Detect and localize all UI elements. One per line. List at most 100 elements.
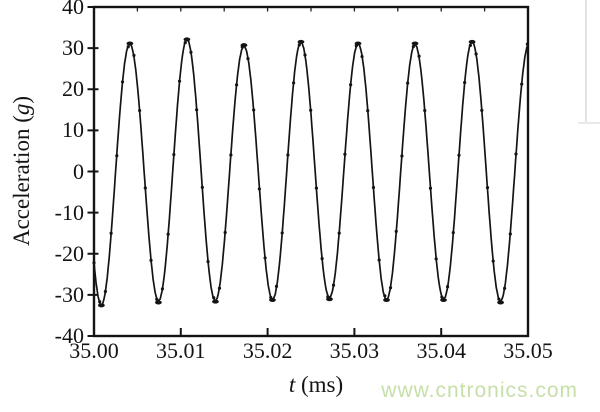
sample-point-marker — [234, 83, 239, 87]
sample-point-marker — [115, 154, 119, 158]
sample-point-marker — [411, 45, 415, 49]
sample-point-marker — [269, 295, 273, 300]
sample-point-marker — [463, 80, 467, 85]
sample-point-marker — [223, 230, 227, 235]
sample-point-marker — [417, 54, 421, 58]
sample-point-marker — [103, 289, 108, 294]
sample-point-marker — [423, 108, 427, 113]
y-tick-label: 20 — [62, 76, 84, 102]
sample-point-marker — [172, 152, 176, 157]
y-axis-title-close: ) — [9, 95, 34, 104]
sample-point-marker — [474, 52, 478, 56]
sample-point-marker — [177, 79, 182, 83]
sample-point-marker — [525, 42, 530, 46]
y-tick-label: 10 — [62, 117, 84, 143]
trace-extremum-blob — [155, 300, 162, 305]
sample-point-marker — [309, 108, 313, 112]
sample-point-marker — [491, 259, 495, 263]
trace-extremum-blob — [497, 300, 504, 305]
sample-point-marker — [229, 153, 233, 157]
y-axis-title-text: Acceleration ( — [9, 115, 34, 247]
y-axis-unit-symbol: g — [9, 103, 34, 116]
sample-point-marker — [138, 108, 142, 113]
y-tick-label: -30 — [54, 281, 84, 307]
x-tick-label: 35.04 — [416, 338, 466, 363]
sample-point-marker — [189, 50, 193, 54]
sample-point-marker — [246, 56, 250, 61]
trace-extremum-blob — [411, 41, 419, 46]
sample-point-marker — [343, 152, 347, 156]
trace-extremum-blob — [126, 41, 134, 46]
sample-point-marker — [252, 108, 256, 112]
sample-point-marker — [200, 185, 204, 189]
sample-point-marker — [480, 108, 484, 112]
trace-extremum-blob — [183, 37, 191, 42]
y-tick-label: 40 — [62, 0, 84, 19]
trace-extremum-blob — [468, 39, 476, 44]
sample-point-marker — [143, 186, 147, 190]
sample-point-marker — [406, 81, 410, 85]
sample-point-marker — [132, 53, 136, 57]
x-axis-variable-symbol: t — [288, 372, 296, 397]
sample-point-marker — [468, 43, 472, 47]
sample-point-marker — [366, 109, 370, 113]
trace-extremum-blob — [97, 303, 105, 308]
sample-point-marker — [326, 295, 330, 299]
x-tick-label: 35.05 — [503, 338, 553, 363]
sample-point-marker — [280, 231, 284, 235]
sample-point-marker — [485, 185, 490, 190]
sample-point-marker — [354, 44, 358, 48]
sample-point-marker — [183, 41, 187, 45]
sample-point-marker — [195, 108, 199, 112]
trace-extremum-blob — [383, 297, 390, 302]
sample-point-marker — [428, 186, 433, 190]
sample-point-marker — [445, 285, 450, 289]
sample-point-marker — [297, 43, 301, 47]
trace-extremum-blob — [297, 39, 305, 44]
acceleration-curve — [93, 38, 529, 306]
x-tick-label: 35.03 — [329, 338, 380, 363]
x-tick-label: 35.01 — [156, 338, 206, 363]
sample-point-marker — [292, 81, 296, 85]
y-axis-title: Acceleration (g) — [9, 96, 35, 246]
y-tick-label: 0 — [73, 158, 84, 184]
sample-point-marker — [98, 300, 102, 304]
sample-point-marker — [514, 152, 518, 156]
sample-point-marker — [314, 186, 319, 190]
sample-point-marker — [331, 283, 336, 287]
sample-point-marker — [212, 296, 216, 300]
y-tick-label: 30 — [62, 35, 84, 61]
adjacent-panel-border-horizontal — [578, 122, 600, 124]
x-axis-unit-text: (ms) — [295, 372, 344, 397]
sample-point-marker — [109, 231, 113, 235]
sample-point-marker — [497, 297, 501, 301]
sample-point-marker — [360, 54, 364, 59]
sample-point-marker — [206, 260, 210, 264]
trace-extremum-blob — [212, 299, 219, 304]
x-tick-label: 35.02 — [242, 338, 293, 363]
y-tick-label: -10 — [54, 199, 84, 225]
sample-point-marker — [126, 45, 130, 49]
sample-point-marker — [434, 257, 438, 261]
sample-point-marker — [388, 286, 393, 290]
sample-point-marker — [120, 80, 125, 84]
sample-point-marker — [451, 231, 455, 235]
sample-point-marker — [320, 257, 324, 261]
sample-point-marker — [92, 261, 96, 265]
sample-point-marker — [160, 287, 165, 291]
sample-point-marker — [400, 154, 404, 158]
sample-point-marker — [217, 286, 222, 290]
sample-point-marker — [377, 258, 381, 262]
sample-point-marker — [149, 258, 153, 262]
sample-point-marker — [274, 284, 279, 288]
sample-point-marker — [337, 231, 341, 235]
sample-point-marker — [286, 153, 290, 157]
plot-border — [92, 5, 530, 338]
sample-point-marker — [303, 53, 307, 57]
sample-point-marker — [155, 297, 159, 301]
sample-point-marker — [263, 256, 267, 260]
sample-point-marker — [371, 185, 376, 190]
y-tick-label: -40 — [54, 323, 84, 348]
